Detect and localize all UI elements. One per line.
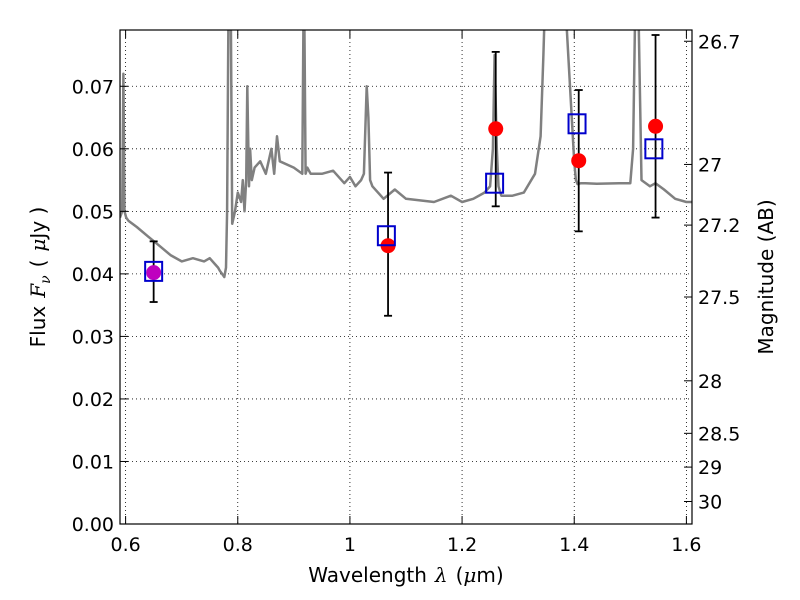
y-title-subscript: ν [38,275,54,284]
data-markers [144,113,664,282]
observed-point [648,118,664,134]
y2-tick-label: 28 [698,371,722,393]
y-title-unit-symbol: μ [26,239,50,252]
y2-tick-label: 29 [698,457,722,479]
plot-content [120,30,692,279]
y-tick-label: 0.04 [72,264,114,286]
model-spectrum-line [120,30,692,279]
y-title-symbol: F [26,283,50,299]
x-tick-label: 1 [344,534,356,556]
y-title-unit-rest: Jy ) [26,207,50,241]
grid-lines [120,30,692,525]
x-axis-title: Wavelength λ (μm) [308,563,503,587]
x-title-unit-rest: m) [476,563,503,587]
model-point [567,113,587,135]
observed-point [571,153,587,169]
y-tick-label: 0.03 [72,326,114,348]
x-title-prefix: Wavelength [308,563,427,587]
y-tick-label: 0.01 [72,451,114,473]
model-point [485,172,505,194]
y-tick-label: 0.00 [72,514,114,536]
x-tick-label: 1.4 [559,534,589,556]
model-point [644,138,664,160]
y2-tick-label: 27.2 [698,215,740,237]
y-tick-label: 0.02 [72,389,114,411]
y-title-unit-open: ( [26,260,50,268]
x-tick-label: 1.6 [671,534,701,556]
y-tick-label: 0.07 [72,76,114,98]
model-point [376,225,396,247]
x-tick-label: 0.8 [223,534,253,556]
plot-frame [119,29,693,525]
observed-point [488,121,504,137]
axis-ticks: 0.6 0.8 1 1.2 1.4 1.6 0.00 0.01 0.02 0.03 0.04 0.05… [72,30,740,556]
x-title-unit-symbol: μ [463,563,476,587]
x-tick-label: 0.6 [110,534,140,556]
y2-tick-label: 27.5 [698,287,740,309]
observed-point [146,265,162,281]
y-tick-label: 0.06 [72,139,114,161]
x-title-unit-open: ( [456,563,464,587]
y2-axis-title: Magnitude (AB) [754,199,778,354]
model-point [144,260,164,282]
x-title-symbol: λ [434,563,448,587]
y-title-prefix: Flux [26,306,50,348]
y2-tick-label: 27 [698,154,722,176]
x-tick-label: 1.2 [447,534,477,556]
y2-tick-label: 30 [698,491,722,513]
y2-tick-label: 26.7 [698,31,740,53]
y2-tick-label: 28.5 [698,423,740,445]
y-axis-title: Flux Fν ( μJy ) [26,207,54,348]
y-tick-label: 0.05 [72,201,114,223]
